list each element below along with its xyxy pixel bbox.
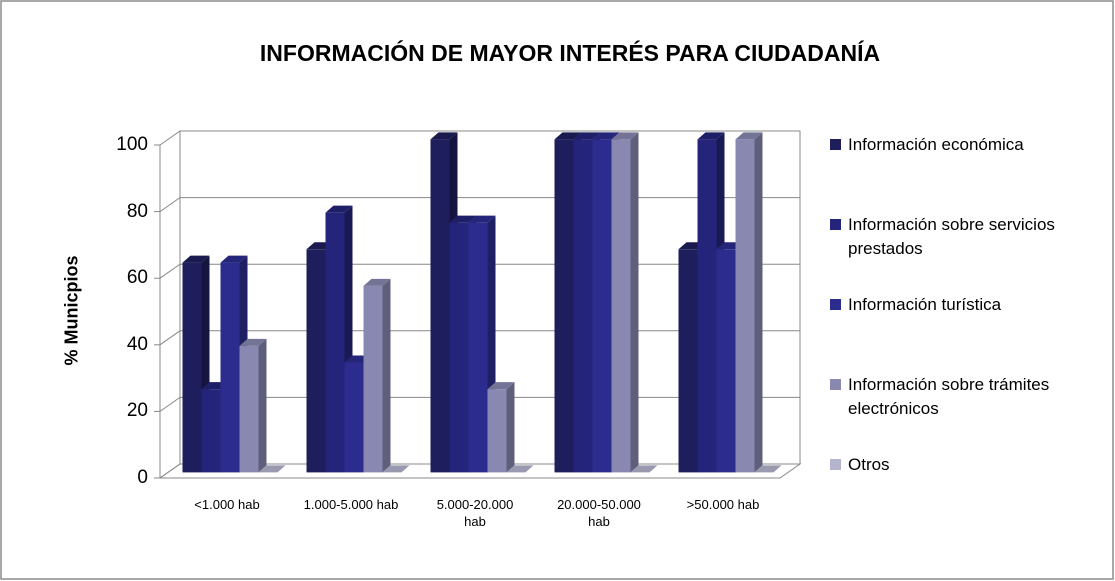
legend-entry: Otros: [830, 453, 1115, 477]
bar-top: [554, 132, 582, 140]
bar-top: [182, 255, 210, 263]
y-tick-label: 0: [137, 467, 148, 488]
bar-top: [573, 132, 601, 140]
bar: [487, 382, 515, 473]
bar-top: [325, 205, 353, 213]
bar-top: [258, 465, 286, 473]
bar-front: [716, 249, 736, 473]
bar-top: [754, 465, 782, 473]
bar-front: [201, 389, 221, 473]
bar-side: [630, 132, 639, 473]
bar-side: [754, 132, 763, 473]
legend-entry: Información económica: [830, 133, 1115, 157]
legend-entry: Información turística: [830, 293, 1115, 317]
grid-line: [159, 130, 800, 146]
bar-side: [382, 278, 391, 473]
legend-entry: Información sobre servicios prestados: [830, 213, 1115, 261]
bar-top: [468, 215, 496, 223]
x-tick-label: 5.000-20.000 hab: [436, 497, 514, 529]
legend-swatch: [830, 139, 841, 150]
bar-front: [697, 139, 717, 473]
x-tick-label: 20.000-50.000 hab: [557, 497, 641, 529]
bar: [735, 132, 763, 473]
bar-top: [630, 465, 658, 473]
bar-front: [325, 212, 345, 473]
bar-top: [697, 132, 725, 140]
bar-front: [735, 139, 755, 473]
legend-label: Información turística: [848, 295, 1002, 314]
bar-top: [363, 278, 391, 286]
legend-label: Otros: [848, 455, 890, 474]
bar: [239, 338, 267, 473]
legend-swatch: [830, 379, 841, 390]
legend-label: Información económica: [848, 135, 1024, 154]
bar-front: [487, 389, 507, 473]
legend-label: Información sobre trámites electrónicos: [848, 375, 1050, 418]
bar-top: [430, 132, 458, 140]
bar: [363, 278, 391, 473]
bar-front: [182, 262, 202, 473]
bar-front: [344, 362, 364, 473]
y-tick-label: 100: [116, 134, 148, 155]
bar-front: [678, 249, 698, 473]
bar: [506, 465, 534, 473]
y-tick-label: 20: [126, 400, 148, 422]
bar: [754, 465, 782, 473]
bar: [611, 132, 639, 473]
bar-front: [611, 139, 631, 473]
bar: [382, 465, 410, 473]
bar: [258, 465, 286, 473]
bar-front: [220, 262, 240, 473]
bar-front: [592, 139, 612, 473]
bar-side: [258, 338, 267, 473]
bar-front: [554, 139, 574, 473]
bar-top: [449, 215, 477, 223]
bar-front: [239, 345, 259, 473]
x-tick-label: 1.000-5.000 hab: [303, 497, 399, 512]
bar-front: [306, 249, 326, 473]
y-tick-label: 80: [126, 200, 148, 222]
legend-swatch: [830, 459, 841, 470]
x-tick-label: >50.000 hab: [686, 497, 760, 512]
x-tick-label: <1.000 hab: [194, 497, 260, 512]
bar-front: [449, 222, 469, 473]
bar-top: [611, 132, 639, 140]
legend-label: Información sobre servicios prestados: [848, 215, 1055, 258]
bar-top: [487, 382, 515, 390]
bar-top: [382, 465, 410, 473]
bar-front: [363, 285, 383, 473]
y-tick-label: 60: [126, 267, 148, 289]
bar-front: [468, 222, 488, 473]
chart-title: INFORMACIÓN DE MAYOR INTERÉS PARA CIUDAD…: [259, 40, 881, 66]
legend-swatch: [830, 299, 841, 310]
bar-top: [239, 338, 267, 346]
bar-top: [735, 132, 763, 140]
bar-side: [506, 382, 515, 473]
legend-swatch: [830, 219, 841, 230]
bar-top: [506, 465, 534, 473]
y-axis-label: % Municpios: [61, 255, 82, 366]
bar-front: [430, 139, 450, 473]
bar-front: [573, 139, 593, 473]
bar-top: [592, 132, 620, 140]
bar: [630, 465, 658, 473]
y-tick-label: 40: [126, 333, 148, 355]
bar-top: [220, 255, 248, 263]
legend-entry: Información sobre trámites electrónicos: [830, 373, 1115, 421]
